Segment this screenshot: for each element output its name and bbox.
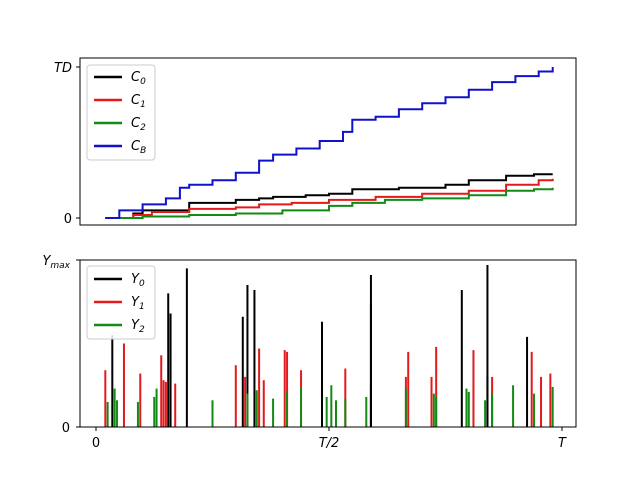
legend-label: C0: [131, 70, 146, 87]
series-line-0: [105, 173, 553, 219]
legend-label: Y2: [131, 318, 145, 335]
y-tick-label: TD: [54, 61, 72, 76]
series-line-1: [105, 178, 554, 219]
series-line-2: [105, 187, 554, 219]
axes-frame: [79, 259, 577, 428]
legend: Y0 Y1 Y2: [86, 265, 156, 340]
legend: C0 C1 C2 CB: [86, 64, 156, 161]
y-tick-label: 0: [64, 212, 72, 227]
legend-label: C1: [131, 93, 146, 110]
legend-label: Y1: [131, 295, 145, 312]
x-tick-label: 0: [92, 436, 100, 451]
legend-label: C2: [131, 116, 146, 133]
y-tick-label: Ymax: [42, 254, 70, 271]
response-panel: 0 Ymax 0 T/2 T Y0 Y1 Y2: [42, 254, 577, 451]
cost-panel: 0 TD C0 C1 C2 CB: [54, 57, 577, 227]
series-line-3: [105, 67, 554, 219]
axes-frame: [79, 57, 577, 226]
x-tick-label: T/2: [319, 436, 340, 451]
legend-label: CB: [131, 139, 146, 156]
legend-box: [86, 64, 156, 161]
x-tick-label: T: [558, 436, 567, 451]
legend-label: Y0: [131, 272, 145, 289]
y-tick-label: 0: [62, 421, 70, 436]
